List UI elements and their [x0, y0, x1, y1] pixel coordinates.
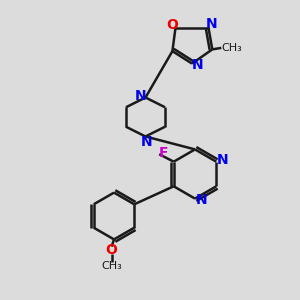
Text: N: N — [196, 193, 207, 207]
Text: CH₃: CH₃ — [101, 261, 122, 272]
Text: N: N — [140, 135, 152, 149]
Text: N: N — [134, 89, 146, 103]
Text: O: O — [167, 17, 178, 32]
Text: N: N — [217, 153, 229, 167]
Text: O: O — [106, 244, 118, 257]
Text: N: N — [206, 16, 218, 31]
Text: N: N — [192, 58, 203, 72]
Text: F: F — [158, 146, 168, 160]
Text: CH₃: CH₃ — [221, 43, 242, 53]
